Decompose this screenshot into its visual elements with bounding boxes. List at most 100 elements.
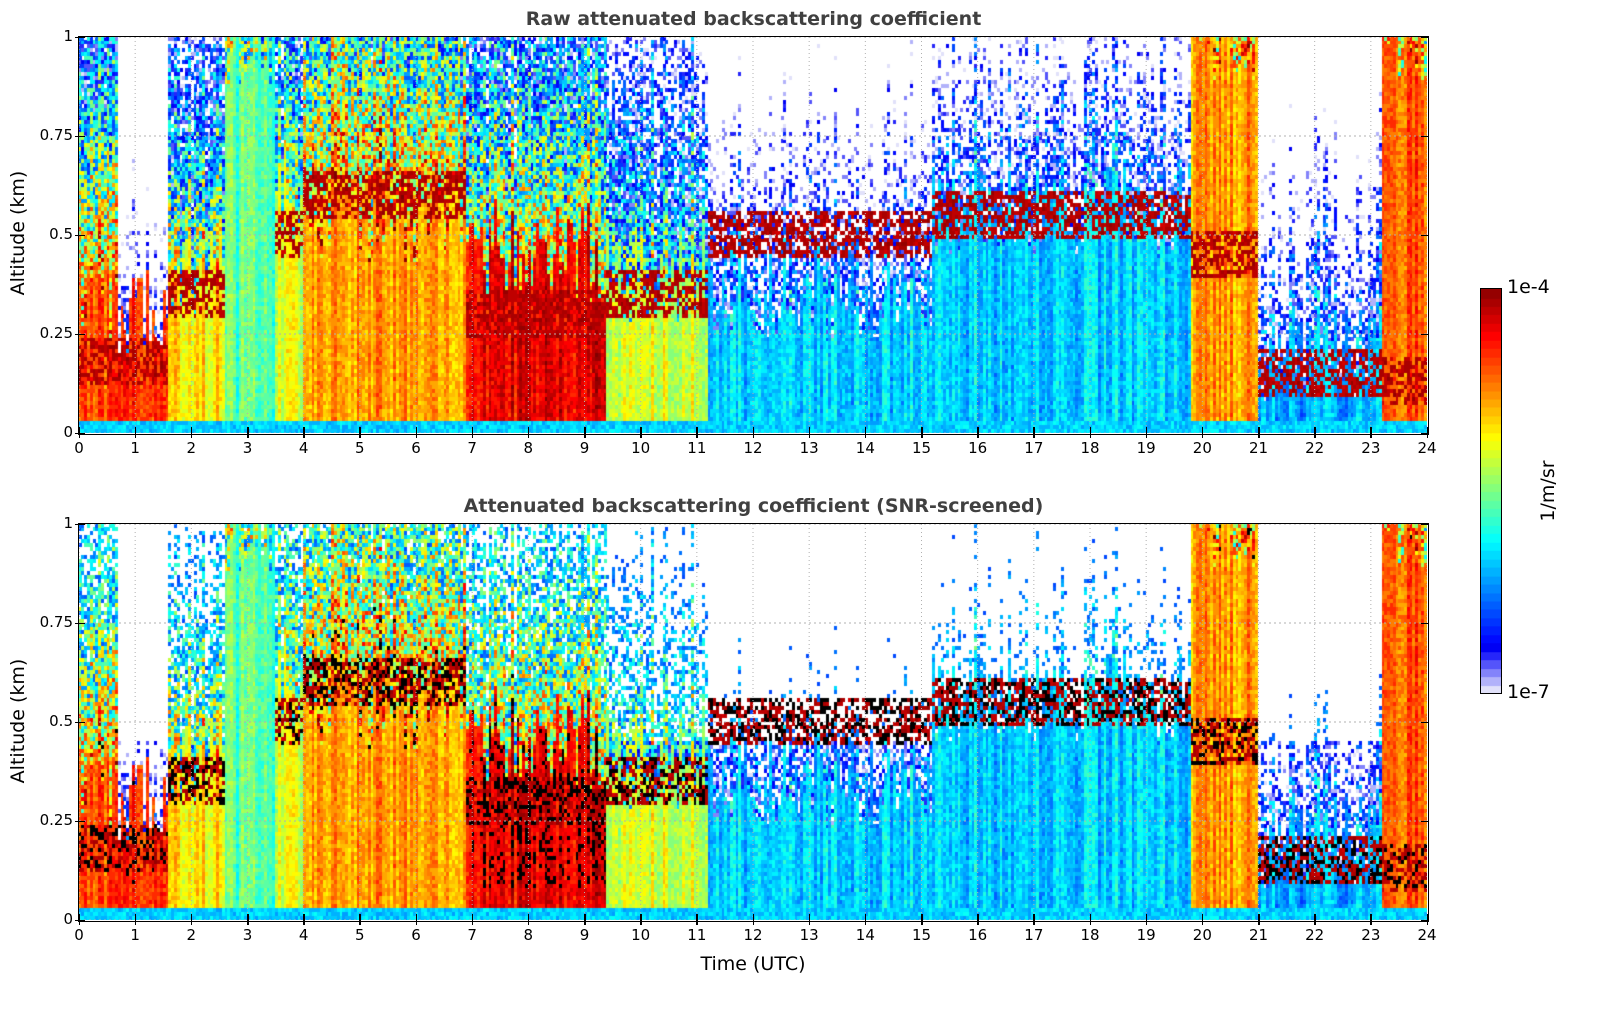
y-tick-mark-right	[1421, 919, 1428, 921]
y-tick-mark	[75, 919, 85, 921]
x-tick-mark	[584, 427, 586, 438]
x-tick-label: 9	[579, 439, 590, 457]
x-tick-mark	[1314, 427, 1316, 438]
x-tick-mark	[359, 427, 361, 438]
y-tick-mark-right	[1421, 622, 1428, 624]
x-tick-mark	[1089, 427, 1091, 438]
x-tick-label: 16	[968, 439, 988, 457]
x-tick-mark	[1426, 427, 1428, 438]
bottom-panel-title: Attenuated backscattering coefficient (S…	[463, 495, 1044, 517]
top-y-axis-label: Altitude (km)	[7, 170, 29, 296]
y-tick-label: 0	[63, 910, 73, 928]
x-tick-mark	[471, 914, 474, 925]
x-tick-mark	[1314, 914, 1316, 925]
x-tick-label: 13	[799, 439, 819, 457]
x-tick-label: 5	[355, 439, 365, 457]
y-tick-label: 0.5	[49, 225, 73, 243]
x-tick-mark	[1145, 427, 1148, 438]
x-tick-label: 8	[523, 926, 534, 944]
x-tick-mark	[134, 427, 137, 438]
x-tick-mark	[527, 914, 530, 925]
y-tick-mark-right	[1421, 523, 1428, 525]
x-tick-label: 24	[1417, 439, 1437, 457]
top-heatmap-plot	[78, 36, 1429, 435]
x-tick-mark	[752, 914, 754, 925]
y-tick-mark-right	[1421, 36, 1428, 38]
x-tick-mark	[1089, 914, 1091, 925]
x-tick-mark	[1370, 914, 1372, 925]
colorbar-min-label: 1e-7	[1507, 681, 1550, 703]
x-tick-mark	[190, 427, 193, 438]
x-tick-label: 3	[242, 439, 253, 457]
x-tick-mark	[921, 914, 923, 925]
x-tick-label: 11	[687, 926, 707, 944]
x-tick-label: 22	[1305, 926, 1325, 944]
x-tick-label: 24	[1417, 926, 1437, 944]
bottom-heatmap-canvas	[79, 524, 1427, 920]
x-tick-label: 1	[130, 439, 140, 457]
x-tick-mark	[303, 427, 305, 438]
x-tick-mark	[977, 914, 979, 925]
y-tick-label: 0.5	[49, 712, 73, 730]
x-tick-label: 9	[579, 926, 590, 944]
y-tick-label: 0.25	[39, 324, 73, 342]
x-tick-label: 5	[355, 926, 365, 944]
x-tick-mark	[303, 914, 305, 925]
x-tick-mark	[696, 427, 698, 438]
x-tick-label: 15	[911, 926, 932, 944]
x-tick-label: 23	[1361, 439, 1381, 457]
y-tick-mark	[75, 36, 85, 38]
x-tick-label: 10	[631, 439, 651, 457]
x-tick-mark	[359, 914, 361, 925]
x-tick-label: 17	[1024, 439, 1044, 457]
y-tick-mark-right	[1421, 820, 1428, 822]
x-tick-label: 18	[1080, 439, 1100, 457]
x-tick-mark	[78, 427, 80, 438]
x-tick-label: 14	[855, 439, 875, 457]
x-tick-label: 20	[1192, 439, 1212, 457]
x-tick-label: 10	[631, 926, 651, 944]
x-tick-label: 7	[467, 926, 477, 944]
x-tick-label: 18	[1080, 926, 1100, 944]
y-tick-mark	[75, 333, 85, 335]
y-tick-label: 0.75	[39, 126, 73, 144]
x-tick-mark	[1258, 427, 1260, 438]
y-tick-mark	[75, 820, 85, 822]
x-tick-mark	[808, 427, 811, 438]
x-tick-mark	[471, 427, 474, 438]
y-tick-label: 0.75	[39, 613, 73, 631]
x-tick-label: 19	[1136, 926, 1156, 944]
x-tick-mark	[1258, 914, 1260, 925]
y-tick-mark-right	[1421, 721, 1428, 723]
x-tick-label: 6	[411, 439, 421, 457]
x-tick-label: 3	[242, 926, 253, 944]
y-tick-mark-right	[1421, 432, 1428, 434]
y-tick-label: 0.25	[39, 811, 73, 829]
colorbar-units-label: 1/m/sr	[1537, 460, 1559, 522]
x-tick-mark	[696, 914, 698, 925]
x-tick-mark	[921, 427, 923, 438]
x-tick-label: 21	[1248, 926, 1269, 944]
x-tick-mark	[864, 427, 867, 438]
y-tick-mark	[75, 135, 85, 137]
x-tick-label: 6	[411, 926, 421, 944]
x-tick-mark	[415, 914, 417, 925]
x-tick-mark	[640, 914, 642, 925]
y-tick-mark-right	[1421, 333, 1428, 335]
x-axis-label: Time (UTC)	[700, 953, 806, 975]
x-tick-label: 2	[186, 439, 197, 457]
x-tick-mark	[247, 914, 249, 925]
y-tick-label: 0	[63, 423, 73, 441]
x-tick-label: 4	[298, 439, 309, 457]
bottom-y-axis-label: Altitude (km)	[7, 658, 29, 784]
x-tick-label: 1	[130, 926, 140, 944]
top-panel-title: Raw attenuated backscattering coefficien…	[525, 8, 982, 30]
x-tick-label: 8	[523, 439, 534, 457]
x-tick-label: 13	[799, 926, 819, 944]
x-tick-label: 12	[743, 926, 763, 944]
x-tick-label: 20	[1192, 926, 1212, 944]
x-tick-mark	[1426, 914, 1428, 925]
x-tick-label: 16	[968, 926, 988, 944]
x-tick-label: 11	[687, 439, 707, 457]
x-tick-label: 15	[911, 439, 932, 457]
